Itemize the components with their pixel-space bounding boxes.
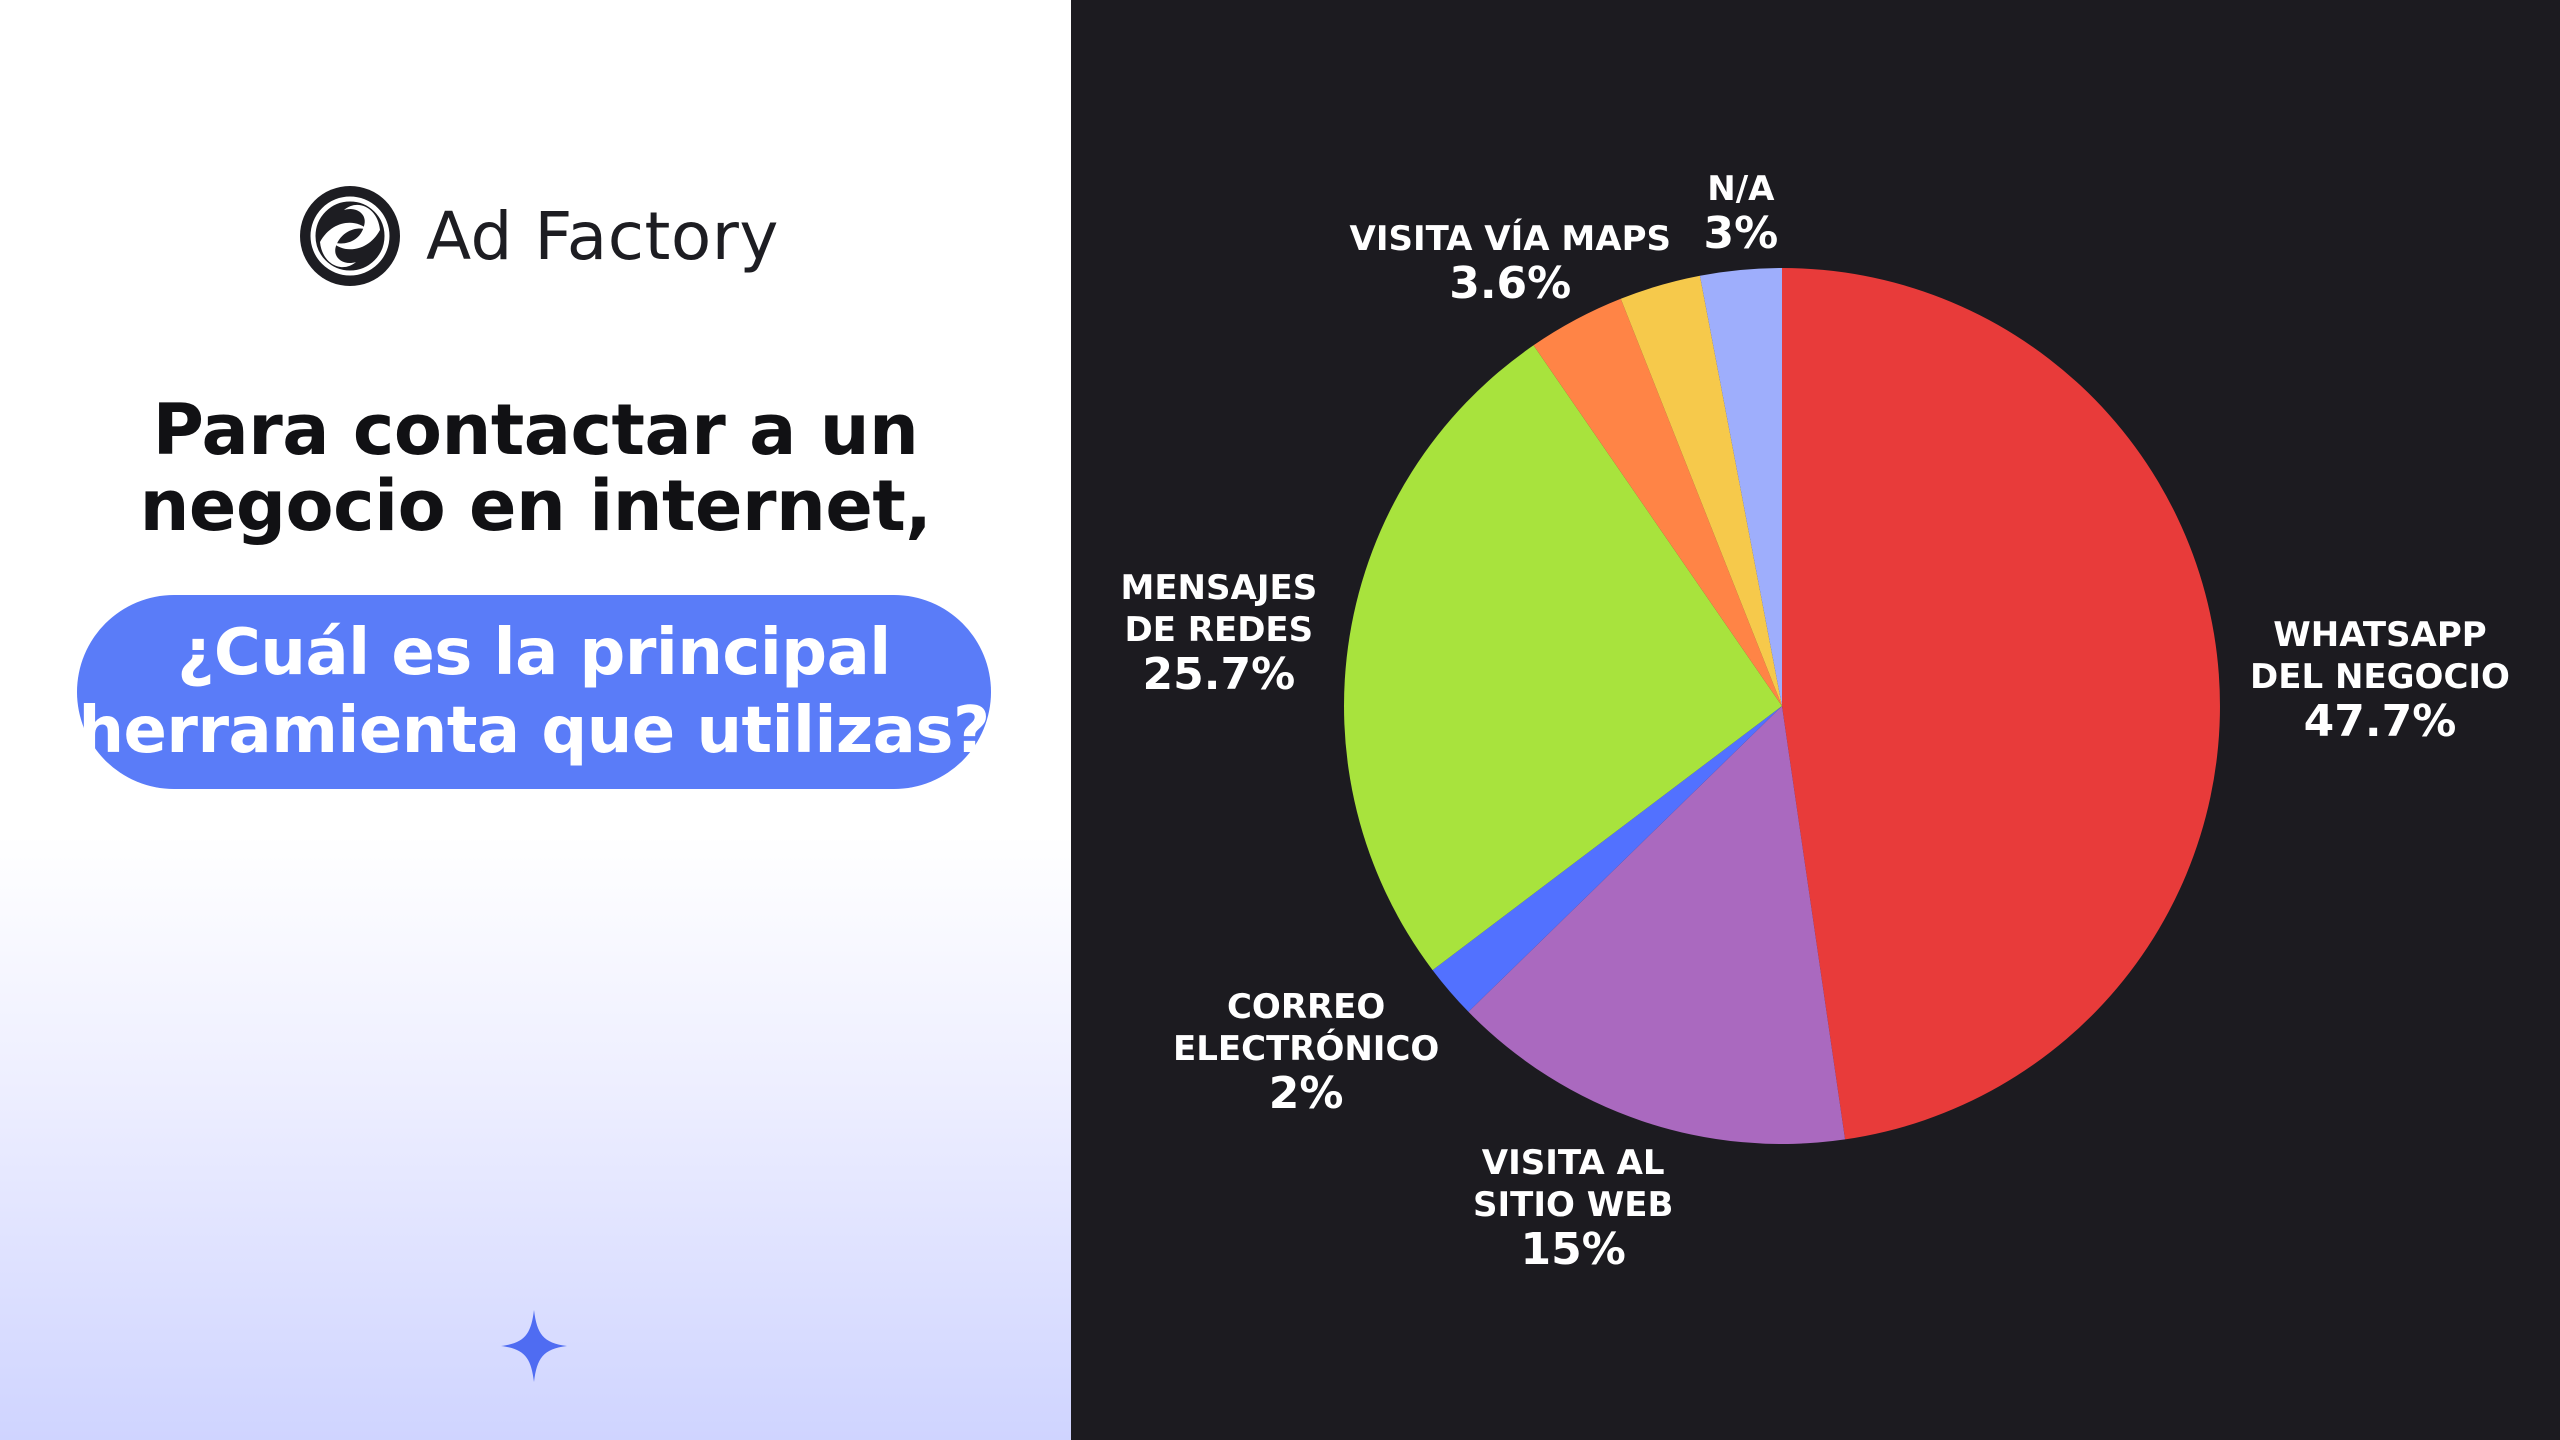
slice-category-text: WHATSAPP [2273,615,2487,655]
pie-slice-2 [1432,706,1782,1012]
slice-category-text: MENSAJES [1120,568,1318,608]
pie-slices [1344,268,2220,1144]
slice-label-3: MENSAJES DE REDES 25.7% [1121,567,1318,699]
slice-value-text: 25.7% [1142,649,1296,700]
headline-line-2: negocio en internet, [139,465,932,547]
brand: Ad Factory [298,184,779,288]
pie-slice-1 [1468,706,1846,1144]
brand-name: Ad Factory [426,197,779,275]
slice-label-4: VISITA VÍA MAPS 3.6% [1350,218,1671,308]
left-panel: Ad Factory Para contactar a un negocio e… [0,0,1071,1440]
pie-chart [1344,268,2220,1144]
slice-label-0: WHATSAPP DEL NEGOCIO 47.7% [2250,614,2510,746]
slice-value-text: 3% [1703,208,1779,259]
ad-factory-logo-icon [300,186,400,286]
slice-value-text: 2% [1268,1068,1344,1119]
pie-slice-6 [1699,268,1782,706]
question-line-2: herramienta que utilizas? [78,694,990,768]
headline: Para contactar a un negocio en internet, [0,392,1071,544]
slice-category-text: DE REDES [1124,610,1314,650]
question-line-1: ¿Cuál es la principal [177,616,891,690]
pie-slice-4 [1533,298,1782,706]
slice-value-text: 47.7% [2303,696,2457,747]
question-pill: ¿Cuál es la principal herramienta que ut… [77,595,991,789]
slice-label-6: N/A 3% [1704,168,1779,258]
slice-category-text: VISITA AL [1481,1143,1665,1183]
slice-label-2: CORREO ELECTRÓNICO 2% [1173,986,1439,1118]
slice-category-text: VISITA VÍA MAPS [1349,219,1671,259]
slice-category-text: DEL NEGOCIO [2250,657,2510,697]
slice-category-text: SITIO WEB [1473,1185,1674,1225]
slice-value-text: 15% [1520,1224,1626,1275]
headline-line-1: Para contactar a un [152,389,919,471]
slice-category-text: CORREO [1226,987,1386,1027]
sparkle-icon [501,1310,567,1382]
slice-category-text: N/A [1707,169,1775,209]
slice-label-1: VISITA AL SITIO WEB 15% [1473,1142,1673,1274]
slice-category-text: ELECTRÓNICO [1173,1029,1440,1069]
pie-slice-5 [1620,275,1782,706]
slice-value-text: 3.6% [1449,258,1572,309]
pie-slice-0 [1782,268,2220,1140]
pie-slice-3 [1344,345,1782,971]
